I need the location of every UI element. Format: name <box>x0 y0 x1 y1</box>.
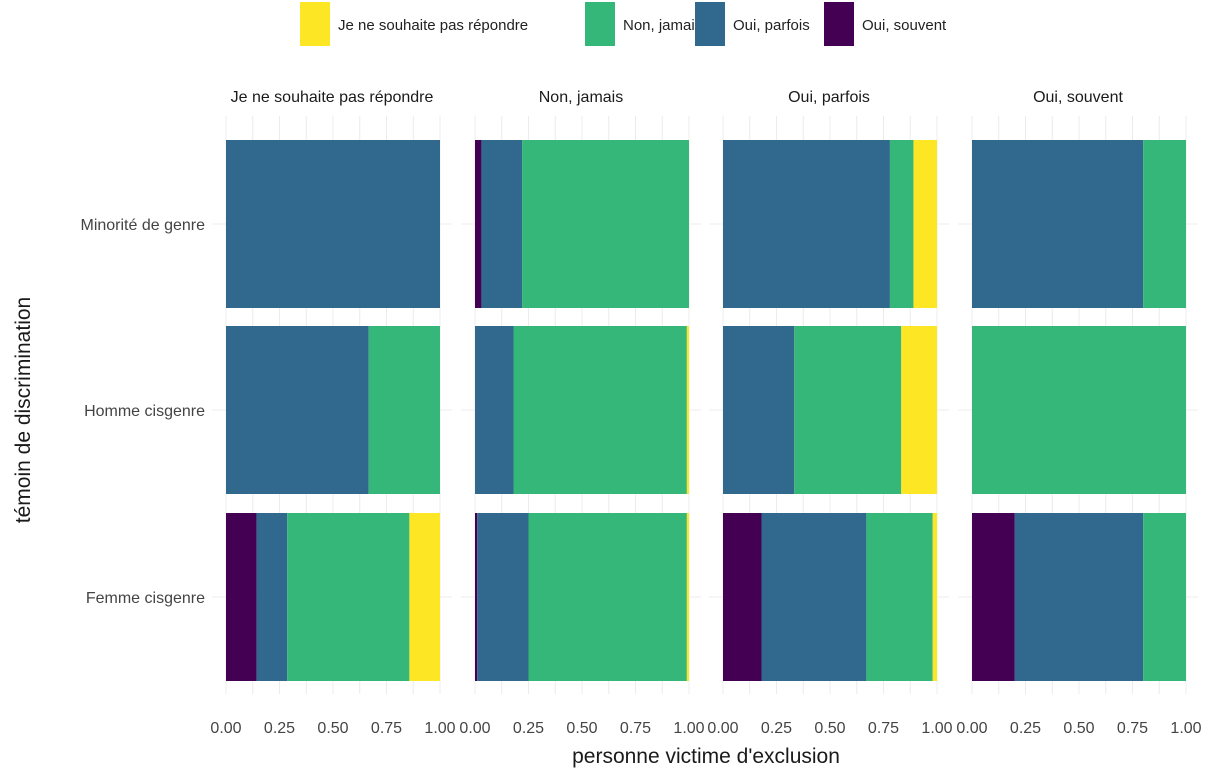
x-tick-label: 0.00 <box>459 720 490 737</box>
bar-segment <box>686 326 689 494</box>
bar-segment <box>475 326 514 494</box>
facet-title: Non, jamais <box>539 89 623 106</box>
bar-segment <box>972 140 1144 308</box>
bar-segment <box>226 326 369 494</box>
bar-segment <box>913 140 937 308</box>
x-tick-label: 0.50 <box>566 720 597 737</box>
bar-stack <box>972 513 1186 681</box>
bar-segment <box>409 513 440 681</box>
bar-stack <box>475 326 689 494</box>
facet-title: Je ne souhaite pas répondre <box>231 89 434 106</box>
y-tick-label: Femme cisgenre <box>86 590 205 607</box>
bar-stack <box>972 326 1186 494</box>
bar-segment <box>794 326 902 494</box>
legend-swatch <box>585 2 615 46</box>
x-tick-label: 0.50 <box>317 720 348 737</box>
x-axis-title: personne victime d'exclusion <box>572 745 840 768</box>
legend-label: Oui, souvent <box>862 17 947 34</box>
bar-segment <box>475 140 482 308</box>
bar-segment <box>972 326 1186 494</box>
bar-segment <box>723 513 762 681</box>
x-tick-label: 0.75 <box>371 720 402 737</box>
bar-segment <box>475 513 478 681</box>
x-tick-label: 0.25 <box>513 720 544 737</box>
bar-stack <box>723 140 937 308</box>
legend-swatch <box>695 2 725 46</box>
bar-segment <box>723 140 890 308</box>
x-tick-label: 0.75 <box>620 720 651 737</box>
bar-segment <box>368 326 440 494</box>
bar-segment <box>932 513 937 681</box>
y-tick-labels: Minorité de genre Homme cisgenre Femme cis… <box>80 217 205 607</box>
x-tick-labels: 0.00 0.25 0.50 0.75 1.00 <box>707 720 952 737</box>
legend-label: Non, jamais <box>623 17 702 34</box>
x-tick-label: 0.00 <box>956 720 987 737</box>
legend-swatch <box>824 2 854 46</box>
bar-segment <box>528 513 687 681</box>
bar-stack <box>226 513 440 681</box>
bar-stack <box>226 140 440 308</box>
bar-stack <box>723 326 937 494</box>
facet-panel: Non, jamais 0.00 0.25 0.50 0.75 1.00 <box>459 89 704 737</box>
x-tick-label: 1.00 <box>424 720 455 737</box>
bar-segment <box>522 140 689 308</box>
bar-segment <box>1143 513 1186 681</box>
bar-segment <box>761 513 867 681</box>
legend-label: Je ne souhaite pas répondre <box>338 17 528 34</box>
y-tick-label: Minorité de genre <box>80 217 205 234</box>
x-tick-label: 0.50 <box>814 720 845 737</box>
bar-segment <box>226 140 440 308</box>
legend-swatch <box>300 2 330 46</box>
facet-title: Oui, souvent <box>1033 89 1123 106</box>
bar-segment <box>723 326 795 494</box>
x-tick-label: 1.00 <box>921 720 952 737</box>
x-tick-labels: 0.00 0.25 0.50 0.75 1.00 <box>956 720 1201 737</box>
x-tick-label: 0.75 <box>1117 720 1148 737</box>
bar-segment <box>513 326 687 494</box>
bar-stack <box>972 140 1186 308</box>
bar-segment <box>901 326 937 494</box>
bar-segment <box>226 513 257 681</box>
x-tick-label: 0.25 <box>761 720 792 737</box>
x-tick-label: 0.50 <box>1063 720 1094 737</box>
bar-segment <box>481 140 523 308</box>
bar-segment <box>889 140 914 308</box>
x-tick-labels: 0.00 0.25 0.50 0.75 1.00 <box>459 720 704 737</box>
bar-segment <box>1014 513 1144 681</box>
bar-stack <box>475 513 689 681</box>
y-axis-title: témoin de discrimination <box>12 297 35 523</box>
x-tick-label: 0.00 <box>707 720 738 737</box>
bar-segment <box>287 513 410 681</box>
bar-segment <box>686 513 689 681</box>
x-tick-label: 0.75 <box>868 720 899 737</box>
bar-segment <box>1143 140 1186 308</box>
x-tick-label: 0.25 <box>264 720 295 737</box>
legend: Je ne souhaite pas répondre Non, jamais Ou… <box>300 2 947 46</box>
y-tick-label: Homme cisgenre <box>84 403 205 420</box>
bar-stack <box>475 140 689 308</box>
bar-segment <box>866 513 933 681</box>
x-tick-label: 0.25 <box>1010 720 1041 737</box>
legend-label: Oui, parfois <box>733 17 810 34</box>
bar-segment <box>477 513 529 681</box>
x-tick-label: 1.00 <box>673 720 704 737</box>
facet-panel: Oui, souvent 0.00 0.25 0.50 0.75 1.00 <box>956 89 1201 737</box>
facet-title: Oui, parfois <box>788 89 870 106</box>
facet-panel: Oui, parfois 0.00 0.25 0.50 0.75 1.00 <box>707 89 952 737</box>
bar-segment <box>972 513 1015 681</box>
x-tick-label: 1.00 <box>1170 720 1201 737</box>
x-tick-labels: 0.00 0.25 0.50 0.75 1.00 <box>210 720 455 737</box>
x-tick-label: 0.00 <box>210 720 241 737</box>
bar-segment <box>256 513 288 681</box>
bar-stack <box>226 326 440 494</box>
bar-stack <box>723 513 937 681</box>
